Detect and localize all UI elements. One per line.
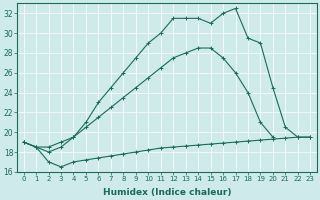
X-axis label: Humidex (Indice chaleur): Humidex (Indice chaleur) [103,188,231,197]
